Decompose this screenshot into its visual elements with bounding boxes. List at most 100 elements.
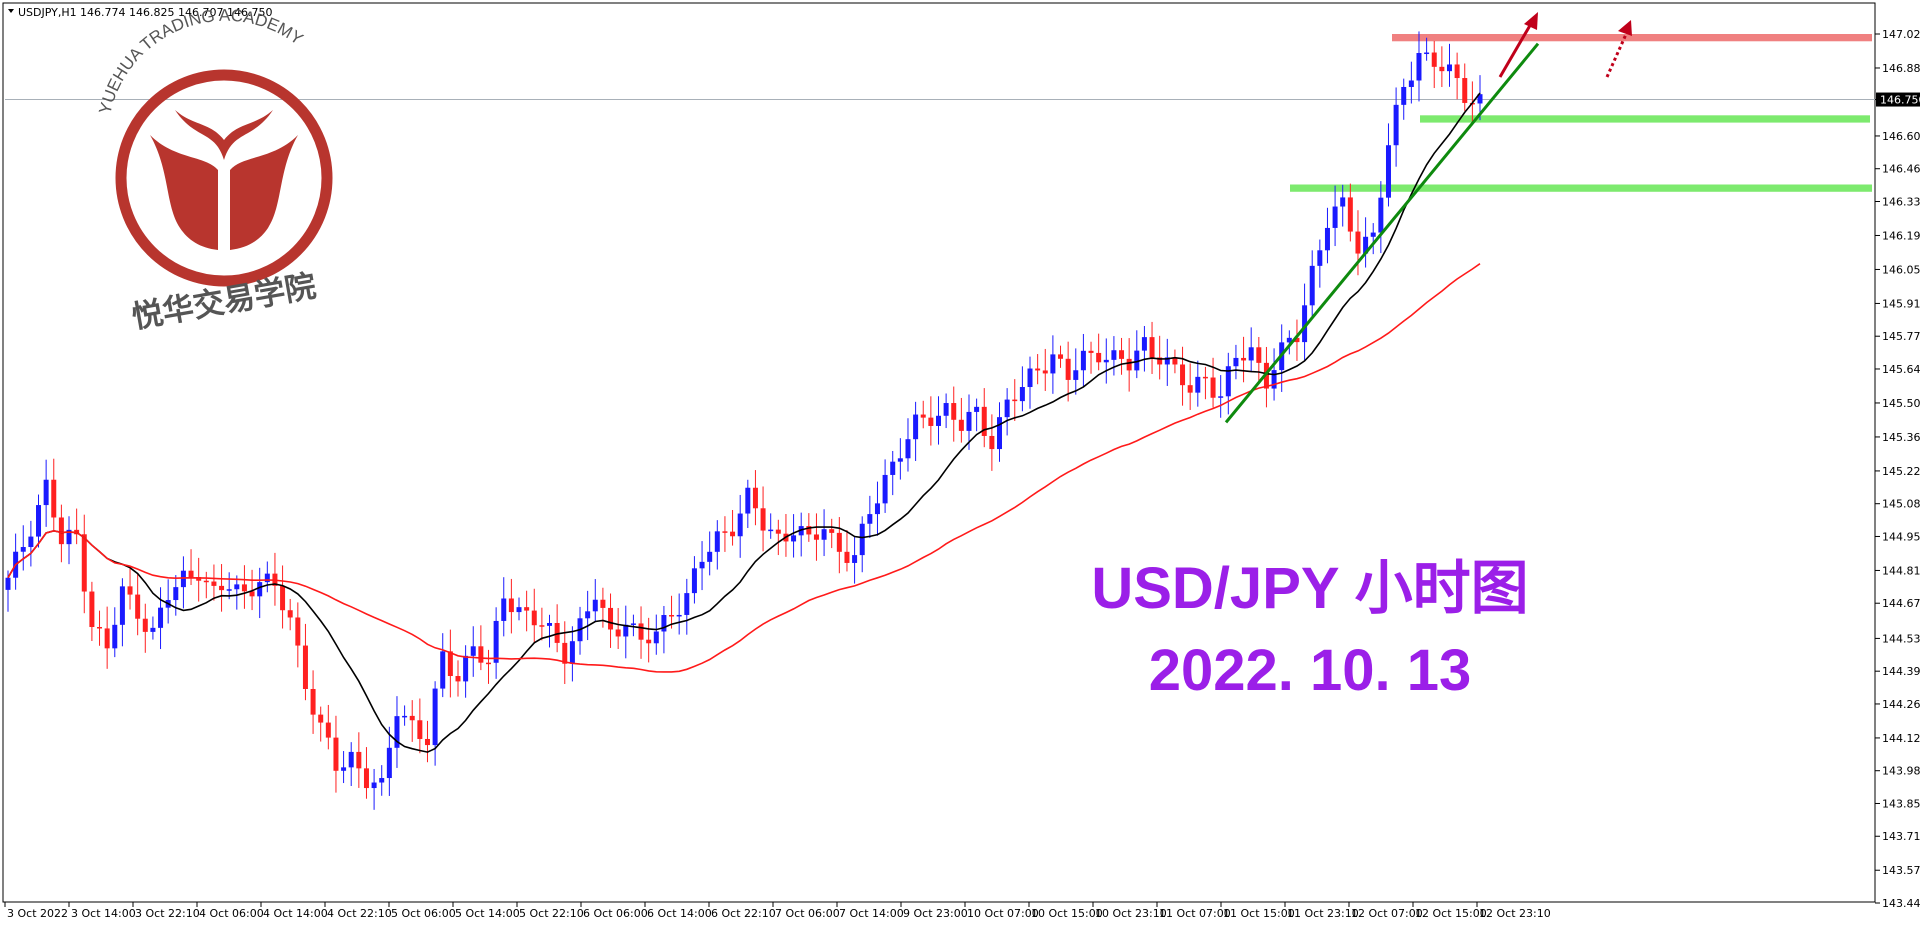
price-tick-label: 146.880 bbox=[1882, 62, 1920, 75]
candle bbox=[1416, 31, 1422, 102]
candle bbox=[1218, 375, 1224, 418]
candle bbox=[1088, 341, 1094, 374]
candle bbox=[585, 590, 591, 641]
price-tick-label: 144.675 bbox=[1882, 597, 1920, 610]
candle bbox=[196, 557, 202, 602]
candle bbox=[447, 629, 453, 698]
candle bbox=[1431, 40, 1437, 89]
current-price-label: 146.750 bbox=[1880, 94, 1920, 107]
candle bbox=[852, 537, 858, 584]
candle bbox=[943, 393, 949, 429]
zone-support-upper bbox=[1420, 115, 1870, 123]
candle bbox=[219, 564, 225, 612]
candle bbox=[1233, 344, 1239, 380]
candle bbox=[1370, 223, 1376, 255]
candle bbox=[669, 595, 675, 629]
annotation-title: USD/JPY 小时图 bbox=[1091, 556, 1528, 621]
candle bbox=[615, 607, 621, 649]
symbol-header: USDJPY,H1 146.774 146.825 146.707 146.75… bbox=[8, 6, 272, 19]
symbol-label: USDJPY,H1 bbox=[18, 6, 77, 19]
time-tick-label: 3 Oct 22:10 bbox=[135, 907, 200, 920]
candle bbox=[1065, 341, 1071, 402]
candle bbox=[897, 438, 903, 480]
candle bbox=[1248, 327, 1254, 372]
candle bbox=[66, 516, 72, 565]
candle bbox=[1126, 338, 1132, 392]
candle bbox=[1363, 217, 1369, 268]
candle bbox=[295, 602, 301, 668]
up-arrow-dotted-icon bbox=[1605, 20, 1632, 78]
candle bbox=[813, 513, 819, 561]
candle bbox=[1210, 357, 1216, 408]
price-tick-label: 143.985 bbox=[1882, 765, 1920, 778]
candle bbox=[775, 519, 781, 556]
candle bbox=[1012, 379, 1018, 421]
price-tick-label: 143.575 bbox=[1882, 864, 1920, 877]
candle bbox=[1019, 366, 1025, 412]
candle bbox=[1446, 43, 1452, 87]
candle bbox=[547, 614, 553, 648]
candle bbox=[409, 700, 415, 742]
candle bbox=[348, 742, 354, 786]
candle bbox=[234, 575, 240, 610]
candle bbox=[821, 509, 827, 557]
time-tick-label: 10 Oct 07:00 bbox=[967, 907, 1039, 920]
candle bbox=[58, 504, 64, 563]
price-tick-label: 145.360 bbox=[1882, 431, 1920, 444]
trendline-layer bbox=[1224, 42, 1540, 424]
price-tick-label: 145.910 bbox=[1882, 297, 1920, 310]
quote-label: 146.774 146.825 146.707 146.750 bbox=[80, 6, 272, 19]
candle bbox=[882, 459, 888, 513]
time-tick-label: 7 Oct 06:00 bbox=[775, 907, 840, 920]
time-tick-label: 3 Oct 2022 bbox=[7, 907, 68, 920]
price-axis: 147.020 146.880 146.750 146.600 146.465 146.3… bbox=[1875, 28, 1920, 910]
candle bbox=[287, 598, 293, 631]
candle bbox=[424, 720, 430, 763]
candle bbox=[935, 396, 941, 445]
candle bbox=[623, 605, 629, 659]
candle bbox=[592, 579, 598, 622]
time-tick-label: 6 Oct 22:10 bbox=[711, 907, 776, 920]
candle bbox=[920, 400, 926, 429]
price-tick-label: 144.260 bbox=[1882, 698, 1920, 711]
candle bbox=[158, 587, 164, 650]
candle bbox=[1149, 321, 1155, 374]
time-tick-label: 4 Oct 14:00 bbox=[263, 907, 328, 920]
candle bbox=[874, 481, 880, 536]
candle bbox=[470, 626, 476, 677]
candle bbox=[676, 593, 682, 635]
candle bbox=[1035, 354, 1041, 385]
time-tick-label: 12 Oct 15:00 bbox=[1415, 907, 1487, 920]
candle bbox=[562, 621, 568, 684]
candle bbox=[1111, 336, 1117, 376]
candle bbox=[1424, 37, 1430, 61]
time-tick-label: 3 Oct 14:00 bbox=[71, 907, 136, 920]
candle bbox=[554, 604, 560, 653]
candle bbox=[119, 578, 125, 647]
candle bbox=[89, 581, 95, 642]
plot-frame bbox=[2, 2, 1876, 903]
ma-fast-line bbox=[7, 92, 1481, 753]
candle bbox=[142, 603, 148, 653]
time-tick-label: 12 Oct 07:00 bbox=[1351, 907, 1423, 920]
candle bbox=[1180, 346, 1186, 406]
candle bbox=[699, 541, 705, 591]
candle bbox=[51, 458, 57, 531]
candle bbox=[1004, 388, 1010, 436]
dropdown-arrow-icon[interactable] bbox=[8, 9, 14, 13]
trendline bbox=[1224, 42, 1540, 424]
candle bbox=[1202, 366, 1208, 400]
candles bbox=[5, 31, 1483, 810]
candle bbox=[173, 575, 179, 616]
price-tick-label: 144.395 bbox=[1882, 665, 1920, 678]
price-tick-label: 144.950 bbox=[1882, 530, 1920, 543]
candle bbox=[974, 398, 980, 432]
time-tick-label: 5 Oct 22:10 bbox=[519, 907, 584, 920]
candle bbox=[241, 565, 247, 609]
candle bbox=[74, 508, 80, 545]
price-tick-label: 145.640 bbox=[1882, 363, 1920, 376]
moving-averages bbox=[7, 92, 1481, 753]
candle bbox=[1439, 46, 1445, 88]
